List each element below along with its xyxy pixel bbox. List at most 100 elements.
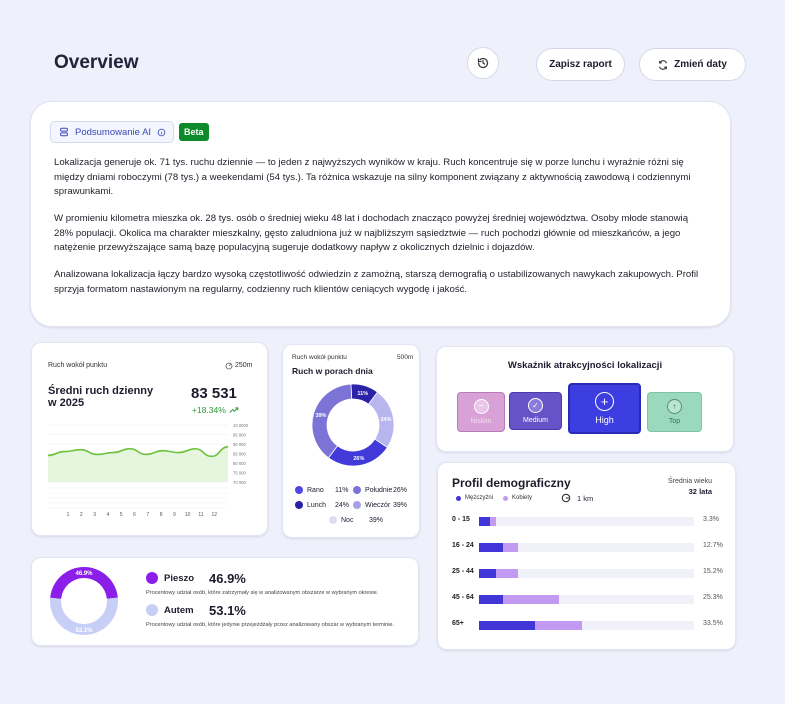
traffic-change: +18.34% xyxy=(192,405,226,415)
car-value: 53.1% xyxy=(209,603,246,618)
traffic-area xyxy=(48,446,228,482)
traffic-title: Średni ruch dzienny w 2025 xyxy=(48,385,154,409)
legend-color-dot xyxy=(295,501,303,509)
refresh-icon xyxy=(659,59,667,70)
women-bar xyxy=(496,569,518,578)
daypart-legend-item: Południe 26% xyxy=(353,486,411,494)
level-high-tile[interactable]: + High xyxy=(568,383,641,434)
x-tick-label: 7 xyxy=(146,512,149,518)
history-button[interactable] xyxy=(467,47,499,79)
legend-color-dot xyxy=(295,486,303,494)
ai-summary-label: Podsumowanie AI xyxy=(75,126,152,138)
age-group-percent: 12.7% xyxy=(703,542,723,549)
y-tick-label: 10 0000 xyxy=(233,423,249,428)
walk-slice-label: 46.9% xyxy=(75,571,93,577)
daypart-legend-item: Wieczór 39% xyxy=(353,501,411,509)
x-tick-label: 2 xyxy=(80,512,83,518)
age-group-bar xyxy=(479,543,694,552)
demographics-legend: Mężczyźni Kobiety xyxy=(456,495,532,501)
trend-up-icon xyxy=(229,407,239,413)
age-group-bar xyxy=(479,621,694,630)
x-tick-label: 4 xyxy=(107,512,110,518)
men-bar xyxy=(479,543,503,552)
traffic-area-chart: 10 0000 95 000 90 000 85 000 80 000 75 000 70 … xyxy=(47,423,249,518)
demographics-card xyxy=(437,462,736,650)
age-group-bar xyxy=(479,517,694,526)
legend-pct: 11% xyxy=(335,486,349,494)
level-top-tile[interactable]: ↑ Top xyxy=(647,392,702,432)
car-description: Procentowy udział osób, które jedynie pr… xyxy=(146,622,395,628)
y-tick-label: 85 000 xyxy=(233,452,246,457)
age-group-label: 16 - 24 xyxy=(452,542,474,549)
beta-badge: Beta xyxy=(179,123,209,141)
avg-age-value: 32 lata xyxy=(688,487,712,496)
y-tick-label: 75 000 xyxy=(233,471,246,476)
traffic-line xyxy=(47,446,229,458)
x-tick-label: 9 xyxy=(173,512,176,518)
level-high-label: High xyxy=(595,415,614,425)
info-icon xyxy=(157,128,166,136)
radius-icon xyxy=(225,362,233,370)
level-medium-label: Medium xyxy=(523,417,548,424)
summary-paragraph-3: Analizowana lokalizacja łączy bardzo wys… xyxy=(54,269,699,295)
women-bar xyxy=(502,543,518,552)
women-dot xyxy=(503,495,509,501)
daypart-legend-item: Lunch 24% xyxy=(295,501,353,509)
x-tick-label: 10 xyxy=(185,512,191,518)
legend-name: Rano xyxy=(307,486,324,494)
legend-pct: 39% xyxy=(369,516,384,524)
legend-pct: 39% xyxy=(393,501,408,509)
level-low-tile[interactable]: − Niskim xyxy=(457,392,505,432)
x-tick-label: 11 xyxy=(198,512,203,518)
plus-icon: + xyxy=(595,392,614,411)
daypart-title: Ruch w porach dnia xyxy=(292,366,373,376)
daypart-slice-label: 24% xyxy=(380,417,391,423)
level-medium-tile[interactable]: ✓ Medium xyxy=(509,392,562,430)
age-group-bar xyxy=(479,595,694,604)
legend-color-dot xyxy=(353,501,361,509)
x-tick-label: 6 xyxy=(133,512,136,518)
legend-pct: 24% xyxy=(335,501,350,509)
y-tick-label: 70 000 xyxy=(233,480,246,485)
change-dates-label: Zmień daty xyxy=(674,59,727,70)
age-group-label: 25 - 44 xyxy=(452,568,474,575)
walk-color-dot xyxy=(146,572,158,584)
men-bar xyxy=(479,517,490,526)
age-group-bar xyxy=(479,569,694,578)
age-group-label: 45 - 64 xyxy=(452,594,474,601)
summary-paragraph-1: Lokalizacja generuje ok. 71 tys. ruchu d… xyxy=(54,157,691,197)
legend-pct: 26% xyxy=(393,486,408,494)
car-label: Autem xyxy=(164,605,194,616)
save-report-label: Zapisz raport xyxy=(549,59,612,70)
y-tick-label: 95 000 xyxy=(233,433,246,438)
attractiveness-title: Wskaźnik atrakcyjności lokalizacji xyxy=(507,360,663,371)
daily-traffic-card xyxy=(31,342,268,536)
history-icon xyxy=(477,57,489,69)
walk-label: Pieszo xyxy=(164,573,195,584)
legend-color-dot xyxy=(353,486,361,494)
y-tick-label: 90 000 xyxy=(233,442,246,447)
daypart-legend-item: Noc 39% xyxy=(329,516,387,524)
radius-icon xyxy=(561,493,571,503)
ai-stack-icon xyxy=(60,127,68,137)
daypart-donut: 11% 24% 26% 39% xyxy=(311,383,395,467)
x-tick-label: 8 xyxy=(160,512,163,518)
transport-donut: 46.9% 53.1% xyxy=(50,567,118,635)
women-bar xyxy=(489,517,497,526)
car-slice-label: 53.1% xyxy=(75,628,93,634)
save-report-button[interactable]: Zapisz raport xyxy=(536,48,625,81)
ai-summary-chip[interactable]: Podsumowanie AI xyxy=(50,121,174,143)
men-bar xyxy=(479,621,535,630)
daypart-slice-label: 26% xyxy=(353,456,364,462)
women-bar xyxy=(502,595,559,604)
age-group-percent: 25.3% xyxy=(703,594,723,601)
daypart-caption: Ruch wokół punktu xyxy=(292,354,347,361)
change-dates-button[interactable]: Zmień daty xyxy=(639,48,746,81)
car-color-dot xyxy=(146,604,158,616)
men-bar xyxy=(479,595,503,604)
level-top-label: Top xyxy=(668,418,681,425)
minus-icon: − xyxy=(473,399,489,414)
age-group-label: 65+ xyxy=(452,620,464,627)
daypart-slice-label: 39% xyxy=(315,413,326,419)
traffic-radius: 250m xyxy=(235,362,253,369)
